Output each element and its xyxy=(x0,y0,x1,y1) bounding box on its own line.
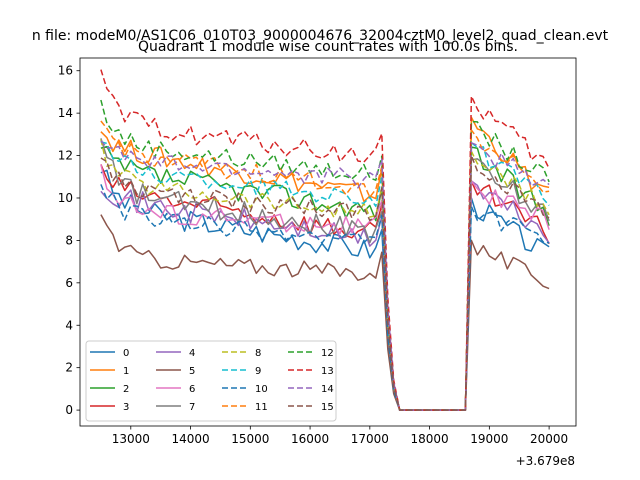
legend-label-6: 6 xyxy=(189,384,195,395)
legend-label-15: 15 xyxy=(321,402,334,413)
y-axis: 0 2 4 6 8 10 12 14 16 xyxy=(58,64,80,417)
legend-box xyxy=(85,340,337,422)
series-line-3 xyxy=(100,164,550,411)
legend-label-0: 0 xyxy=(123,348,129,359)
legend-label-14: 14 xyxy=(321,384,334,395)
y-tick-label: 16 xyxy=(58,64,73,78)
x-tick-label: 16000 xyxy=(291,432,329,446)
legend-label-13: 13 xyxy=(321,366,334,377)
legend-label-1: 1 xyxy=(123,366,129,377)
series-line-6 xyxy=(100,164,550,411)
y-tick-label: 4 xyxy=(65,318,73,332)
series-line-7 xyxy=(100,138,550,411)
axes-border xyxy=(79,57,577,427)
y-tick-label: 12 xyxy=(58,149,73,163)
series-line-13 xyxy=(100,69,550,411)
legend-label-5: 5 xyxy=(189,366,195,377)
series-line-8 xyxy=(100,139,550,411)
legend-label-3: 3 xyxy=(123,402,129,413)
y-tick-label: 6 xyxy=(65,276,73,290)
chart-title: Quadrant 1 module wise count rates with … xyxy=(138,39,518,55)
figure-suptitle: n file: modeM0/AS1C06_010T03_9000004676_… xyxy=(32,28,609,44)
y-tick-label: 14 xyxy=(58,106,73,120)
y-tick-label: 8 xyxy=(65,233,73,247)
legend-label-12: 12 xyxy=(321,348,334,359)
legend-label-9: 9 xyxy=(255,366,261,377)
series-line-12 xyxy=(100,99,550,411)
series-line-9 xyxy=(100,141,550,411)
x-tick-label: 17000 xyxy=(351,432,389,446)
x-tick-label: 15000 xyxy=(231,432,269,446)
x-tick-label: 18000 xyxy=(410,432,448,446)
x-tick-label: 20000 xyxy=(530,432,568,446)
series-line-5 xyxy=(100,214,550,411)
x-offset-label: +3.679e8 xyxy=(516,454,575,468)
y-tick-label: 2 xyxy=(65,361,73,375)
series-line-15 xyxy=(100,154,550,411)
y-tick-label: 0 xyxy=(65,403,73,417)
series-line-14 xyxy=(100,140,550,411)
x-axis: 13000 14000 15000 16000 17000 18000 19000 20000 xyxy=(112,426,568,446)
series-line-1 xyxy=(100,116,550,411)
series-line-10 xyxy=(100,184,550,411)
axes-frame xyxy=(79,57,577,427)
legend-label-7: 7 xyxy=(189,402,195,413)
x-tick-label: 13000 xyxy=(112,432,150,446)
y-tick-label: 10 xyxy=(58,191,73,205)
legend-label-11: 11 xyxy=(255,402,268,413)
series-line-2 xyxy=(100,145,550,411)
x-tick-label: 19000 xyxy=(470,432,508,446)
plot-area xyxy=(100,69,550,411)
legend-label-4: 4 xyxy=(189,348,195,359)
x-tick-label: 14000 xyxy=(171,432,209,446)
legend-label-10: 10 xyxy=(255,384,268,395)
legend-label-2: 2 xyxy=(123,384,129,395)
legend-label-8: 8 xyxy=(255,348,261,359)
